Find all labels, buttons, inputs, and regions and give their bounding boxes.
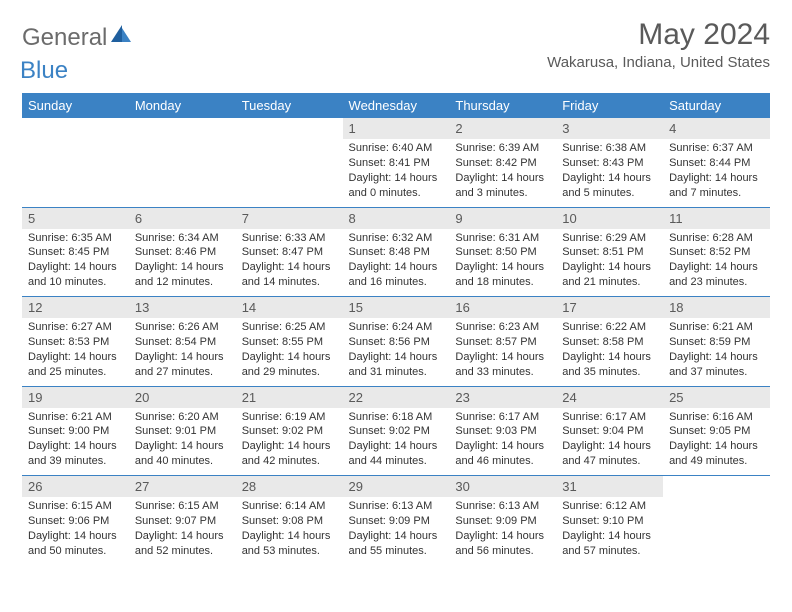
day-number-cell: 7: [236, 207, 343, 229]
day-number-cell: 1: [343, 118, 450, 139]
day-number-cell: 29: [343, 476, 450, 498]
day-number-cell: 19: [22, 386, 129, 408]
day-detail-cell: [22, 139, 129, 207]
day-detail-cell: Sunrise: 6:13 AMSunset: 9:09 PMDaylight:…: [343, 497, 450, 565]
day-detail-cell: Sunrise: 6:25 AMSunset: 8:55 PMDaylight:…: [236, 318, 343, 386]
day-number-cell: 15: [343, 297, 450, 319]
logo-text-1: General: [22, 24, 107, 52]
day-detail-cell: Sunrise: 6:21 AMSunset: 9:00 PMDaylight:…: [22, 408, 129, 476]
day-number-cell: 27: [129, 476, 236, 498]
day-number-cell: [22, 118, 129, 139]
day-number-cell: 22: [343, 386, 450, 408]
day-detail-cell: [236, 139, 343, 207]
day-detail-cell: Sunrise: 6:18 AMSunset: 9:02 PMDaylight:…: [343, 408, 450, 476]
day-number-cell: 23: [449, 386, 556, 408]
day-detail-cell: Sunrise: 6:39 AMSunset: 8:42 PMDaylight:…: [449, 139, 556, 207]
day-detail-cell: Sunrise: 6:35 AMSunset: 8:45 PMDaylight:…: [22, 229, 129, 297]
day-number-cell: 5: [22, 207, 129, 229]
week-1-daynum-row: 567891011: [22, 207, 770, 229]
day-header-row: SundayMondayTuesdayWednesdayThursdayFrid…: [22, 93, 770, 118]
day-detail-cell: Sunrise: 6:14 AMSunset: 9:08 PMDaylight:…: [236, 497, 343, 565]
day-number-cell: 11: [663, 207, 770, 229]
day-detail-cell: Sunrise: 6:24 AMSunset: 8:56 PMDaylight:…: [343, 318, 450, 386]
week-2-daynum-row: 12131415161718: [22, 297, 770, 319]
day-number-cell: 28: [236, 476, 343, 498]
day-detail-cell: Sunrise: 6:21 AMSunset: 8:59 PMDaylight:…: [663, 318, 770, 386]
day-number-cell: 16: [449, 297, 556, 319]
day-detail-cell: Sunrise: 6:31 AMSunset: 8:50 PMDaylight:…: [449, 229, 556, 297]
day-number-cell: 4: [663, 118, 770, 139]
day-header-monday: Monday: [129, 93, 236, 118]
day-header-tuesday: Tuesday: [236, 93, 343, 118]
day-detail-cell: Sunrise: 6:26 AMSunset: 8:54 PMDaylight:…: [129, 318, 236, 386]
day-header-sunday: Sunday: [22, 93, 129, 118]
day-number-cell: 21: [236, 386, 343, 408]
title-block: May 2024 Wakarusa, Indiana, United State…: [547, 18, 770, 71]
week-4-detail-row: Sunrise: 6:15 AMSunset: 9:06 PMDaylight:…: [22, 497, 770, 565]
day-number-cell: 6: [129, 207, 236, 229]
day-number-cell: 20: [129, 386, 236, 408]
day-number-cell: 9: [449, 207, 556, 229]
day-number-cell: [236, 118, 343, 139]
day-detail-cell: Sunrise: 6:38 AMSunset: 8:43 PMDaylight:…: [556, 139, 663, 207]
day-detail-cell: Sunrise: 6:28 AMSunset: 8:52 PMDaylight:…: [663, 229, 770, 297]
week-4-daynum-row: 262728293031: [22, 476, 770, 498]
day-number-cell: 12: [22, 297, 129, 319]
calendar-page: General May 2024 Wakarusa, Indiana, Unit…: [0, 0, 792, 579]
day-number-cell: 14: [236, 297, 343, 319]
day-detail-cell: Sunrise: 6:15 AMSunset: 9:07 PMDaylight:…: [129, 497, 236, 565]
day-detail-cell: [663, 497, 770, 565]
week-0-daynum-row: 1234: [22, 118, 770, 139]
day-number-cell: 24: [556, 386, 663, 408]
logo-sail-icon: [111, 25, 133, 48]
week-1-detail-row: Sunrise: 6:35 AMSunset: 8:45 PMDaylight:…: [22, 229, 770, 297]
day-number-cell: 8: [343, 207, 450, 229]
day-detail-cell: Sunrise: 6:19 AMSunset: 9:02 PMDaylight:…: [236, 408, 343, 476]
week-3-daynum-row: 19202122232425: [22, 386, 770, 408]
day-detail-cell: Sunrise: 6:40 AMSunset: 8:41 PMDaylight:…: [343, 139, 450, 207]
day-detail-cell: Sunrise: 6:16 AMSunset: 9:05 PMDaylight:…: [663, 408, 770, 476]
day-detail-cell: Sunrise: 6:27 AMSunset: 8:53 PMDaylight:…: [22, 318, 129, 386]
day-number-cell: 10: [556, 207, 663, 229]
day-number-cell: 13: [129, 297, 236, 319]
day-detail-cell: Sunrise: 6:33 AMSunset: 8:47 PMDaylight:…: [236, 229, 343, 297]
day-number-cell: 17: [556, 297, 663, 319]
day-detail-cell: Sunrise: 6:17 AMSunset: 9:03 PMDaylight:…: [449, 408, 556, 476]
week-2-detail-row: Sunrise: 6:27 AMSunset: 8:53 PMDaylight:…: [22, 318, 770, 386]
day-number-cell: 2: [449, 118, 556, 139]
day-detail-cell: Sunrise: 6:23 AMSunset: 8:57 PMDaylight:…: [449, 318, 556, 386]
day-detail-cell: Sunrise: 6:12 AMSunset: 9:10 PMDaylight:…: [556, 497, 663, 565]
week-0-detail-row: Sunrise: 6:40 AMSunset: 8:41 PMDaylight:…: [22, 139, 770, 207]
day-detail-cell: Sunrise: 6:34 AMSunset: 8:46 PMDaylight:…: [129, 229, 236, 297]
day-detail-cell: Sunrise: 6:37 AMSunset: 8:44 PMDaylight:…: [663, 139, 770, 207]
day-detail-cell: Sunrise: 6:17 AMSunset: 9:04 PMDaylight:…: [556, 408, 663, 476]
logo: General: [22, 24, 135, 52]
day-detail-cell: Sunrise: 6:13 AMSunset: 9:09 PMDaylight:…: [449, 497, 556, 565]
day-number-cell: [129, 118, 236, 139]
day-header-thursday: Thursday: [449, 93, 556, 118]
logo-text-2: Blue: [20, 57, 68, 85]
day-number-cell: 18: [663, 297, 770, 319]
week-3-detail-row: Sunrise: 6:21 AMSunset: 9:00 PMDaylight:…: [22, 408, 770, 476]
day-number-cell: 30: [449, 476, 556, 498]
day-detail-cell: Sunrise: 6:22 AMSunset: 8:58 PMDaylight:…: [556, 318, 663, 386]
day-number-cell: 3: [556, 118, 663, 139]
month-title: May 2024: [547, 18, 770, 52]
day-header-saturday: Saturday: [663, 93, 770, 118]
day-number-cell: [663, 476, 770, 498]
calendar-table: SundayMondayTuesdayWednesdayThursdayFrid…: [22, 93, 770, 565]
day-detail-cell: Sunrise: 6:29 AMSunset: 8:51 PMDaylight:…: [556, 229, 663, 297]
day-detail-cell: Sunrise: 6:15 AMSunset: 9:06 PMDaylight:…: [22, 497, 129, 565]
day-header-wednesday: Wednesday: [343, 93, 450, 118]
day-detail-cell: Sunrise: 6:32 AMSunset: 8:48 PMDaylight:…: [343, 229, 450, 297]
day-number-cell: 26: [22, 476, 129, 498]
day-detail-cell: Sunrise: 6:20 AMSunset: 9:01 PMDaylight:…: [129, 408, 236, 476]
location-text: Wakarusa, Indiana, United States: [547, 54, 770, 71]
day-detail-cell: [129, 139, 236, 207]
day-number-cell: 31: [556, 476, 663, 498]
day-number-cell: 25: [663, 386, 770, 408]
day-header-friday: Friday: [556, 93, 663, 118]
